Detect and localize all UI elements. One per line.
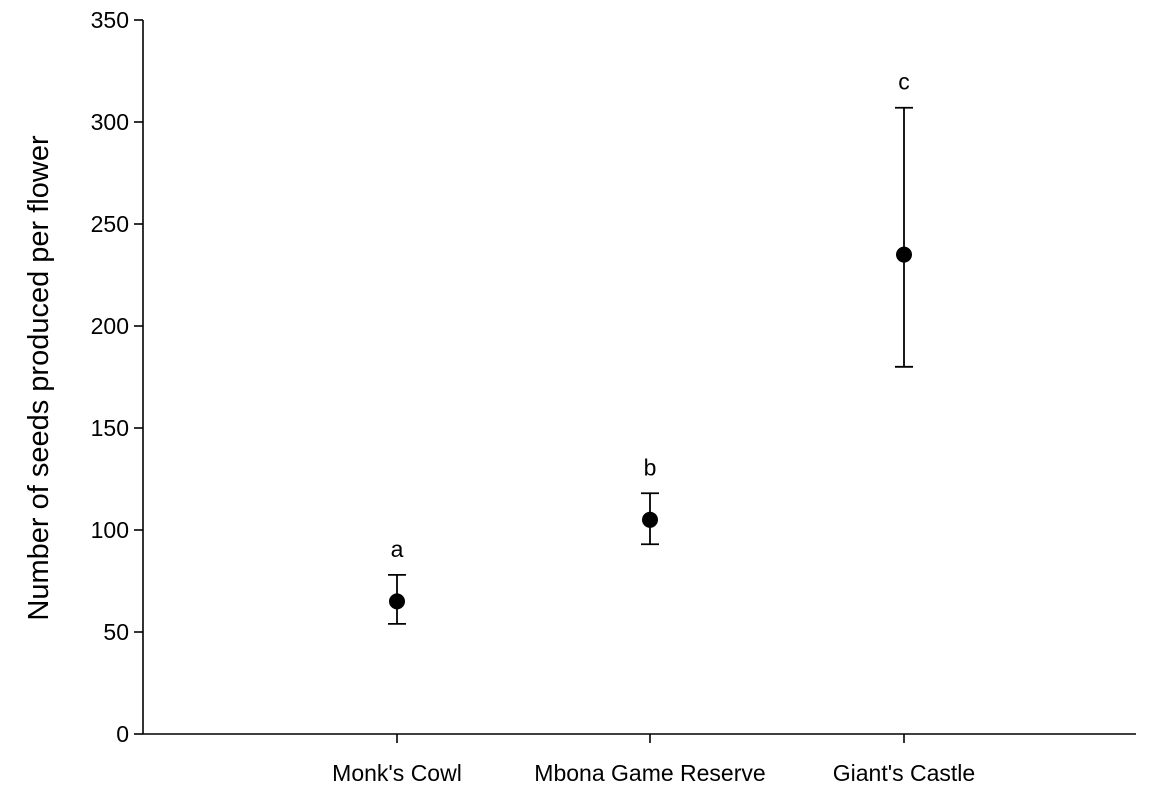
significance-label: b [644,454,657,480]
y-tick-label: 200 [91,313,129,339]
data-point [642,511,658,528]
significance-label: c [898,69,910,95]
y-tick-label: 250 [91,211,129,237]
x-category-label: Monk's Cowl [332,760,462,786]
data-point [896,246,912,263]
significance-label: a [391,536,404,562]
y-tick-label: 150 [91,415,129,441]
axes: 0 50 100 150 200 250 300 350 Monk's Cowl Mbona Ga… [91,7,1136,786]
y-tick-label: 100 [91,517,129,543]
y-tick-label: 350 [91,7,129,33]
x-category-label: Giant's Castle [833,760,975,786]
data-marks: a b c [388,69,913,625]
y-tick-label: 50 [103,619,129,645]
y-tick-label: 0 [116,721,129,747]
data-point [389,593,405,610]
x-category-label: Mbona Game Reserve [534,760,765,786]
y-axis-title: Number of seeds produced per flower [23,135,55,621]
y-tick-label: 300 [91,109,129,135]
